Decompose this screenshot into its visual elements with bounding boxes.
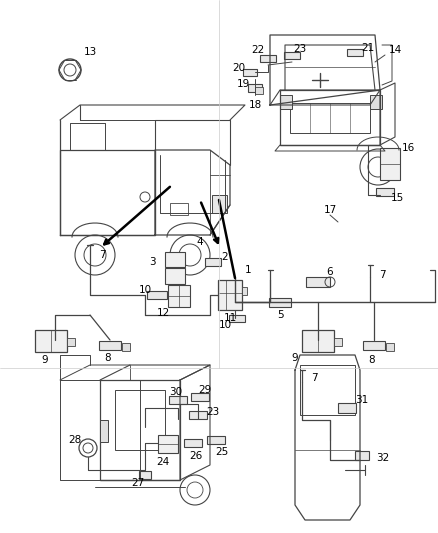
- Bar: [100, 380, 180, 480]
- Text: 30: 30: [170, 387, 183, 397]
- Text: 29: 29: [198, 385, 212, 395]
- Text: 23: 23: [293, 44, 307, 54]
- Bar: [170, 203, 188, 215]
- Text: 18: 18: [248, 100, 261, 110]
- Text: 28: 28: [68, 435, 81, 445]
- Text: 21: 21: [361, 43, 374, 53]
- Text: 13: 13: [83, 47, 97, 57]
- Text: 7: 7: [311, 373, 317, 383]
- Bar: [67, 338, 75, 346]
- Bar: [255, 87, 263, 94]
- Bar: [191, 393, 209, 401]
- Bar: [139, 471, 151, 479]
- Text: 9: 9: [292, 353, 298, 363]
- Bar: [168, 285, 190, 307]
- Bar: [99, 341, 121, 350]
- Bar: [386, 343, 394, 351]
- Text: 3: 3: [148, 257, 155, 267]
- Bar: [376, 188, 394, 196]
- Bar: [347, 49, 363, 55]
- Text: 10: 10: [219, 320, 232, 330]
- Text: 23: 23: [206, 407, 219, 417]
- Bar: [338, 403, 356, 413]
- Text: 7: 7: [99, 250, 105, 260]
- Bar: [248, 84, 262, 92]
- Text: 1: 1: [245, 265, 251, 275]
- Bar: [242, 287, 247, 295]
- Bar: [115, 390, 165, 450]
- Bar: [184, 439, 202, 447]
- Bar: [302, 330, 334, 352]
- Text: 8: 8: [369, 355, 375, 365]
- Bar: [158, 435, 178, 453]
- Text: 19: 19: [237, 79, 250, 89]
- Text: 12: 12: [156, 308, 170, 318]
- Bar: [165, 268, 185, 284]
- Text: 11: 11: [223, 313, 237, 323]
- Bar: [284, 52, 300, 59]
- Text: 26: 26: [189, 451, 203, 461]
- Text: 6: 6: [327, 267, 333, 277]
- Bar: [212, 195, 227, 213]
- Text: 20: 20: [233, 63, 246, 73]
- Bar: [243, 69, 257, 76]
- Bar: [300, 365, 355, 415]
- Text: 31: 31: [355, 395, 369, 405]
- Text: 16: 16: [401, 143, 415, 153]
- Text: 17: 17: [323, 205, 337, 215]
- Text: 27: 27: [131, 478, 145, 488]
- Text: 10: 10: [138, 285, 152, 295]
- Text: 15: 15: [390, 193, 404, 203]
- Bar: [269, 297, 291, 306]
- Bar: [260, 54, 276, 61]
- Bar: [306, 277, 330, 287]
- Bar: [165, 252, 185, 267]
- Bar: [355, 450, 369, 459]
- Bar: [334, 338, 342, 346]
- Bar: [363, 341, 385, 350]
- Text: 7: 7: [379, 270, 385, 280]
- Bar: [380, 148, 400, 180]
- Bar: [290, 103, 370, 133]
- Bar: [229, 314, 245, 321]
- Text: 9: 9: [42, 355, 48, 365]
- Text: 32: 32: [376, 453, 390, 463]
- Text: 22: 22: [251, 45, 265, 55]
- Bar: [280, 95, 292, 109]
- Bar: [122, 343, 130, 351]
- Text: 24: 24: [156, 457, 170, 467]
- Bar: [100, 420, 108, 442]
- Text: 4: 4: [197, 237, 203, 247]
- Bar: [35, 330, 67, 352]
- Text: 2: 2: [222, 252, 228, 262]
- Bar: [205, 258, 221, 266]
- Text: 14: 14: [389, 45, 402, 55]
- Text: 5: 5: [278, 310, 284, 320]
- Bar: [218, 280, 242, 310]
- Text: 25: 25: [215, 447, 229, 457]
- Bar: [147, 291, 167, 299]
- Bar: [207, 436, 225, 444]
- Bar: [189, 411, 207, 419]
- Bar: [169, 396, 187, 404]
- Bar: [370, 95, 382, 109]
- Text: 8: 8: [105, 353, 111, 363]
